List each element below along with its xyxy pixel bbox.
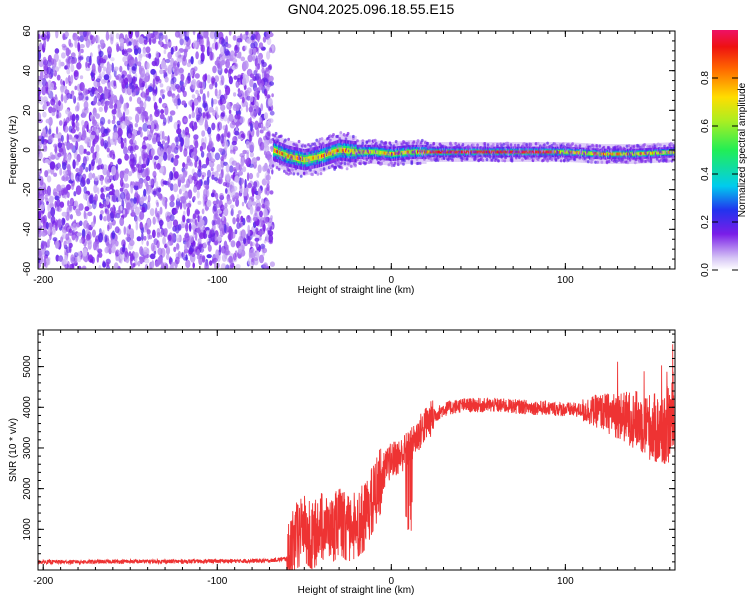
spectrogram-y-tick-label: -40 <box>22 222 33 237</box>
colorbar-ticks: 0.0 0.2 0.4 0.6 0.8 <box>700 71 738 277</box>
spectrogram-y-tick-label: -20 <box>22 182 33 197</box>
snr-y-tick-label: 5000 <box>22 355 33 378</box>
colorbar: 0.0 0.2 0.4 0.6 0.8 Normalized spectral ampl… <box>700 30 748 277</box>
snr-y-axis: 1000 2000 3000 4000 5000 <box>22 333 675 563</box>
heatmap-signal-band <box>271 131 675 178</box>
spectrogram-y-tick-label: 40 <box>22 65 33 77</box>
spectrogram-y-tick-label: 20 <box>22 104 33 116</box>
snr-y-tick-label: 4000 <box>22 396 33 419</box>
colorbar-tick-label: 0.4 <box>700 167 711 181</box>
colorbar-tick-label: 0.2 <box>700 215 711 229</box>
spectrogram-x-tick-label: -100 <box>207 275 227 286</box>
colorbar-tick-label: 0.8 <box>700 71 711 85</box>
spectrogram-y-tick-label: 60 <box>22 25 33 37</box>
spectrogram-x-tick-label: 0 <box>389 275 395 286</box>
snr-y-tick-label: 2000 <box>22 477 33 500</box>
snr-x-tick-label: -100 <box>207 576 227 587</box>
spectrogram-x-axis: -200 -100 0 100 <box>33 31 671 286</box>
snr-series-line <box>38 344 675 570</box>
snr-x-axis: -200 -100 0 100 <box>33 330 671 587</box>
colorbar-gradient <box>712 30 738 270</box>
snr-x-tick-label: 0 <box>389 576 395 587</box>
snr-y-tick-label: 1000 <box>22 518 33 541</box>
snr-x-label: Height of straight line (km) <box>298 585 415 596</box>
spectrogram-y-tick-label: -60 <box>22 261 33 276</box>
snr-panel: -200 -100 0 100 1000 2000 3000 4000 5000 Height… <box>8 329 676 596</box>
figure-title: GN04.2025.096.18.55.E15 <box>288 1 455 17</box>
spectrogram-y-axis: -60 -40 -20 0 20 40 60 <box>22 25 675 276</box>
spectrogram-x-tick-label: 100 <box>557 275 574 286</box>
snr-y-tick-label: 3000 <box>22 436 33 459</box>
snr-x-tick-label: -200 <box>33 576 53 587</box>
heatmap-noise-region <box>38 31 276 269</box>
spectrogram-x-label: Height of straight line (km) <box>298 285 415 296</box>
colorbar-tick-label: 0.6 <box>700 119 711 133</box>
snr-x-tick-label: 100 <box>557 576 574 587</box>
spectrogram-x-tick-label: -200 <box>33 275 53 286</box>
spectrogram-y-tick-label: 0 <box>22 147 33 153</box>
colorbar-label: Normalized spectral amplitude <box>737 82 748 217</box>
snr-y-label: SNR (10 * v/v) <box>8 418 19 482</box>
colorbar-tick-label: 0.0 <box>700 263 711 277</box>
spectrogram-y-label: Frequency (Hz) <box>8 116 19 185</box>
